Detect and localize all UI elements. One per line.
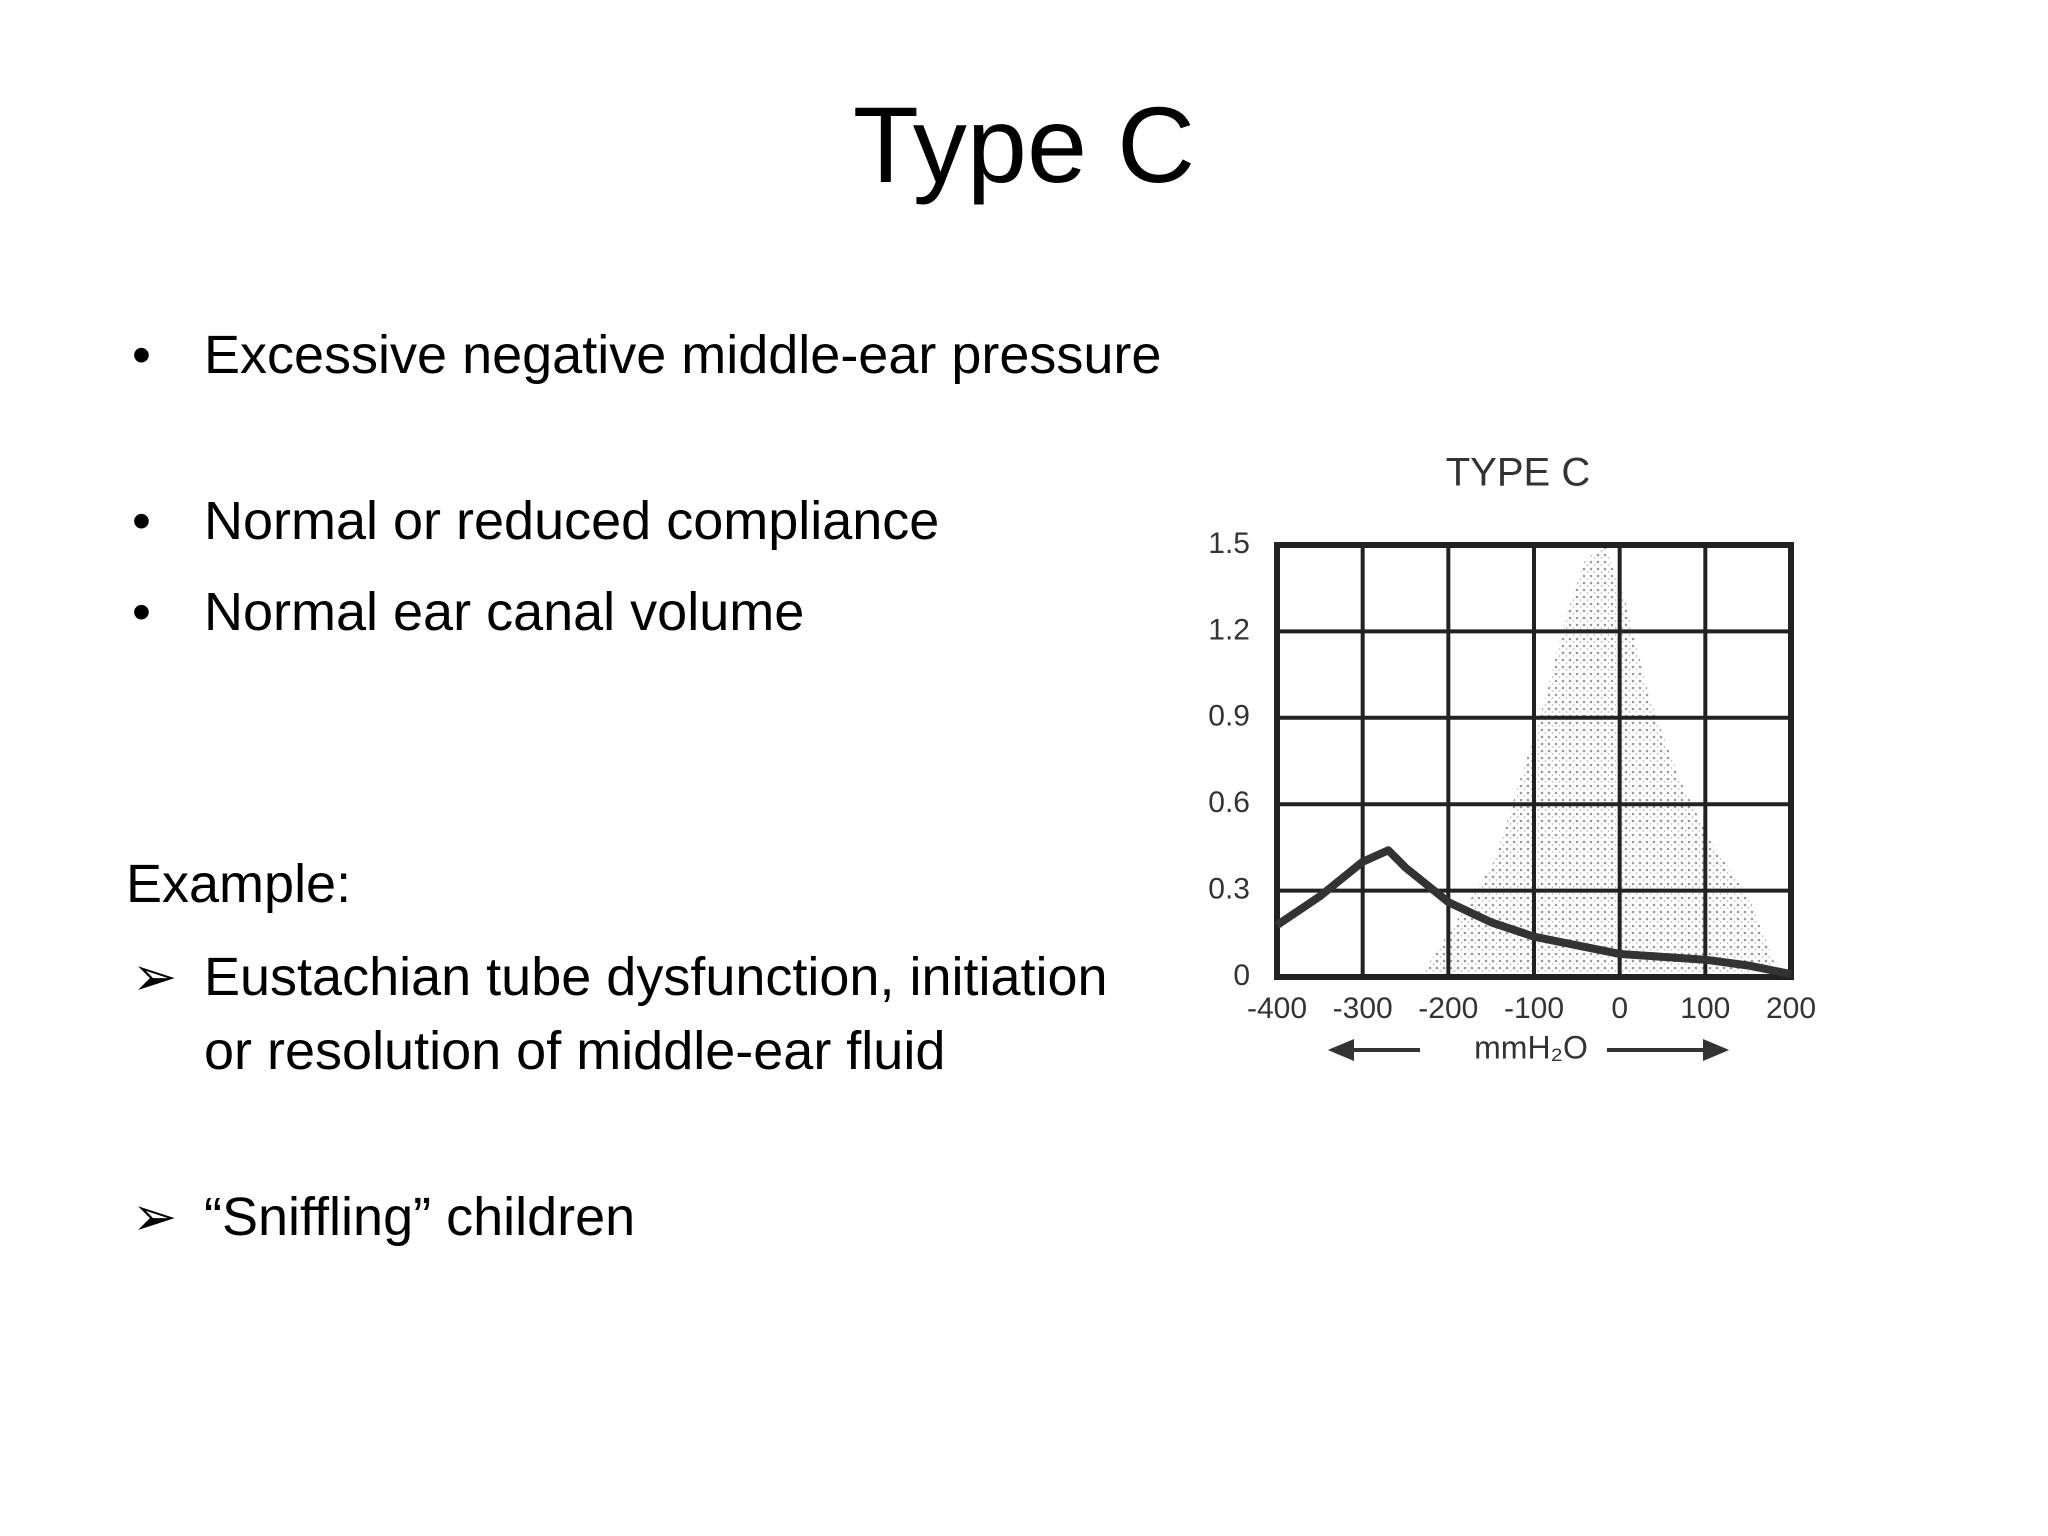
y-tick-label: 0 [1233,959,1250,992]
bullet-text: Excessive negative middle-ear pressure [204,325,1162,385]
x-tick-label: 200 [1766,992,1816,1025]
bullet-item: • Normal ear canal volume [132,575,1204,649]
x-tick-label: 100 [1680,992,1730,1025]
example-item: ➢ “Sniffling” children [132,1180,1204,1254]
x-tick-label: -300 [1333,992,1393,1025]
slide-title: Type C [852,84,1196,205]
x-axis-label: mmH₂O [1474,1029,1588,1065]
plot-border [1274,542,1794,980]
y-tick-label: 0.6 [1208,786,1250,819]
y-tick-label: 1.2 [1208,613,1250,646]
axis-arrows [1327,1038,1730,1062]
y-tick-label: 0.9 [1208,700,1250,733]
x-tick-label: -100 [1504,992,1564,1025]
example-text: “Sniffling” children [204,1187,636,1247]
y-tick-label: 0.3 [1208,873,1250,906]
bullet-item: • Excessive negative middle-ear pressure [132,318,1204,392]
example-text: Eustachian tube dysfunction, initiation … [204,947,1108,1081]
bullet-text: Normal ear canal volume [204,582,805,642]
x-tick-label: 0 [1611,992,1628,1025]
bullet-item: • Normal or reduced compliance [132,484,1204,558]
x-tick-label: -200 [1418,992,1478,1025]
bullet-text: Normal or reduced compliance [204,491,940,551]
chart-title: TYPE C [1446,451,1590,495]
y-tick-label: 1.5 [1208,527,1250,560]
normal-region [1420,545,1780,977]
example-label: Example: [126,854,352,914]
x-tick-label: -400 [1247,992,1307,1025]
tympanogram-curve [1274,846,1792,979]
example-item: ➢ Eustachian tube dysfunction, initiation… [132,940,1164,1088]
